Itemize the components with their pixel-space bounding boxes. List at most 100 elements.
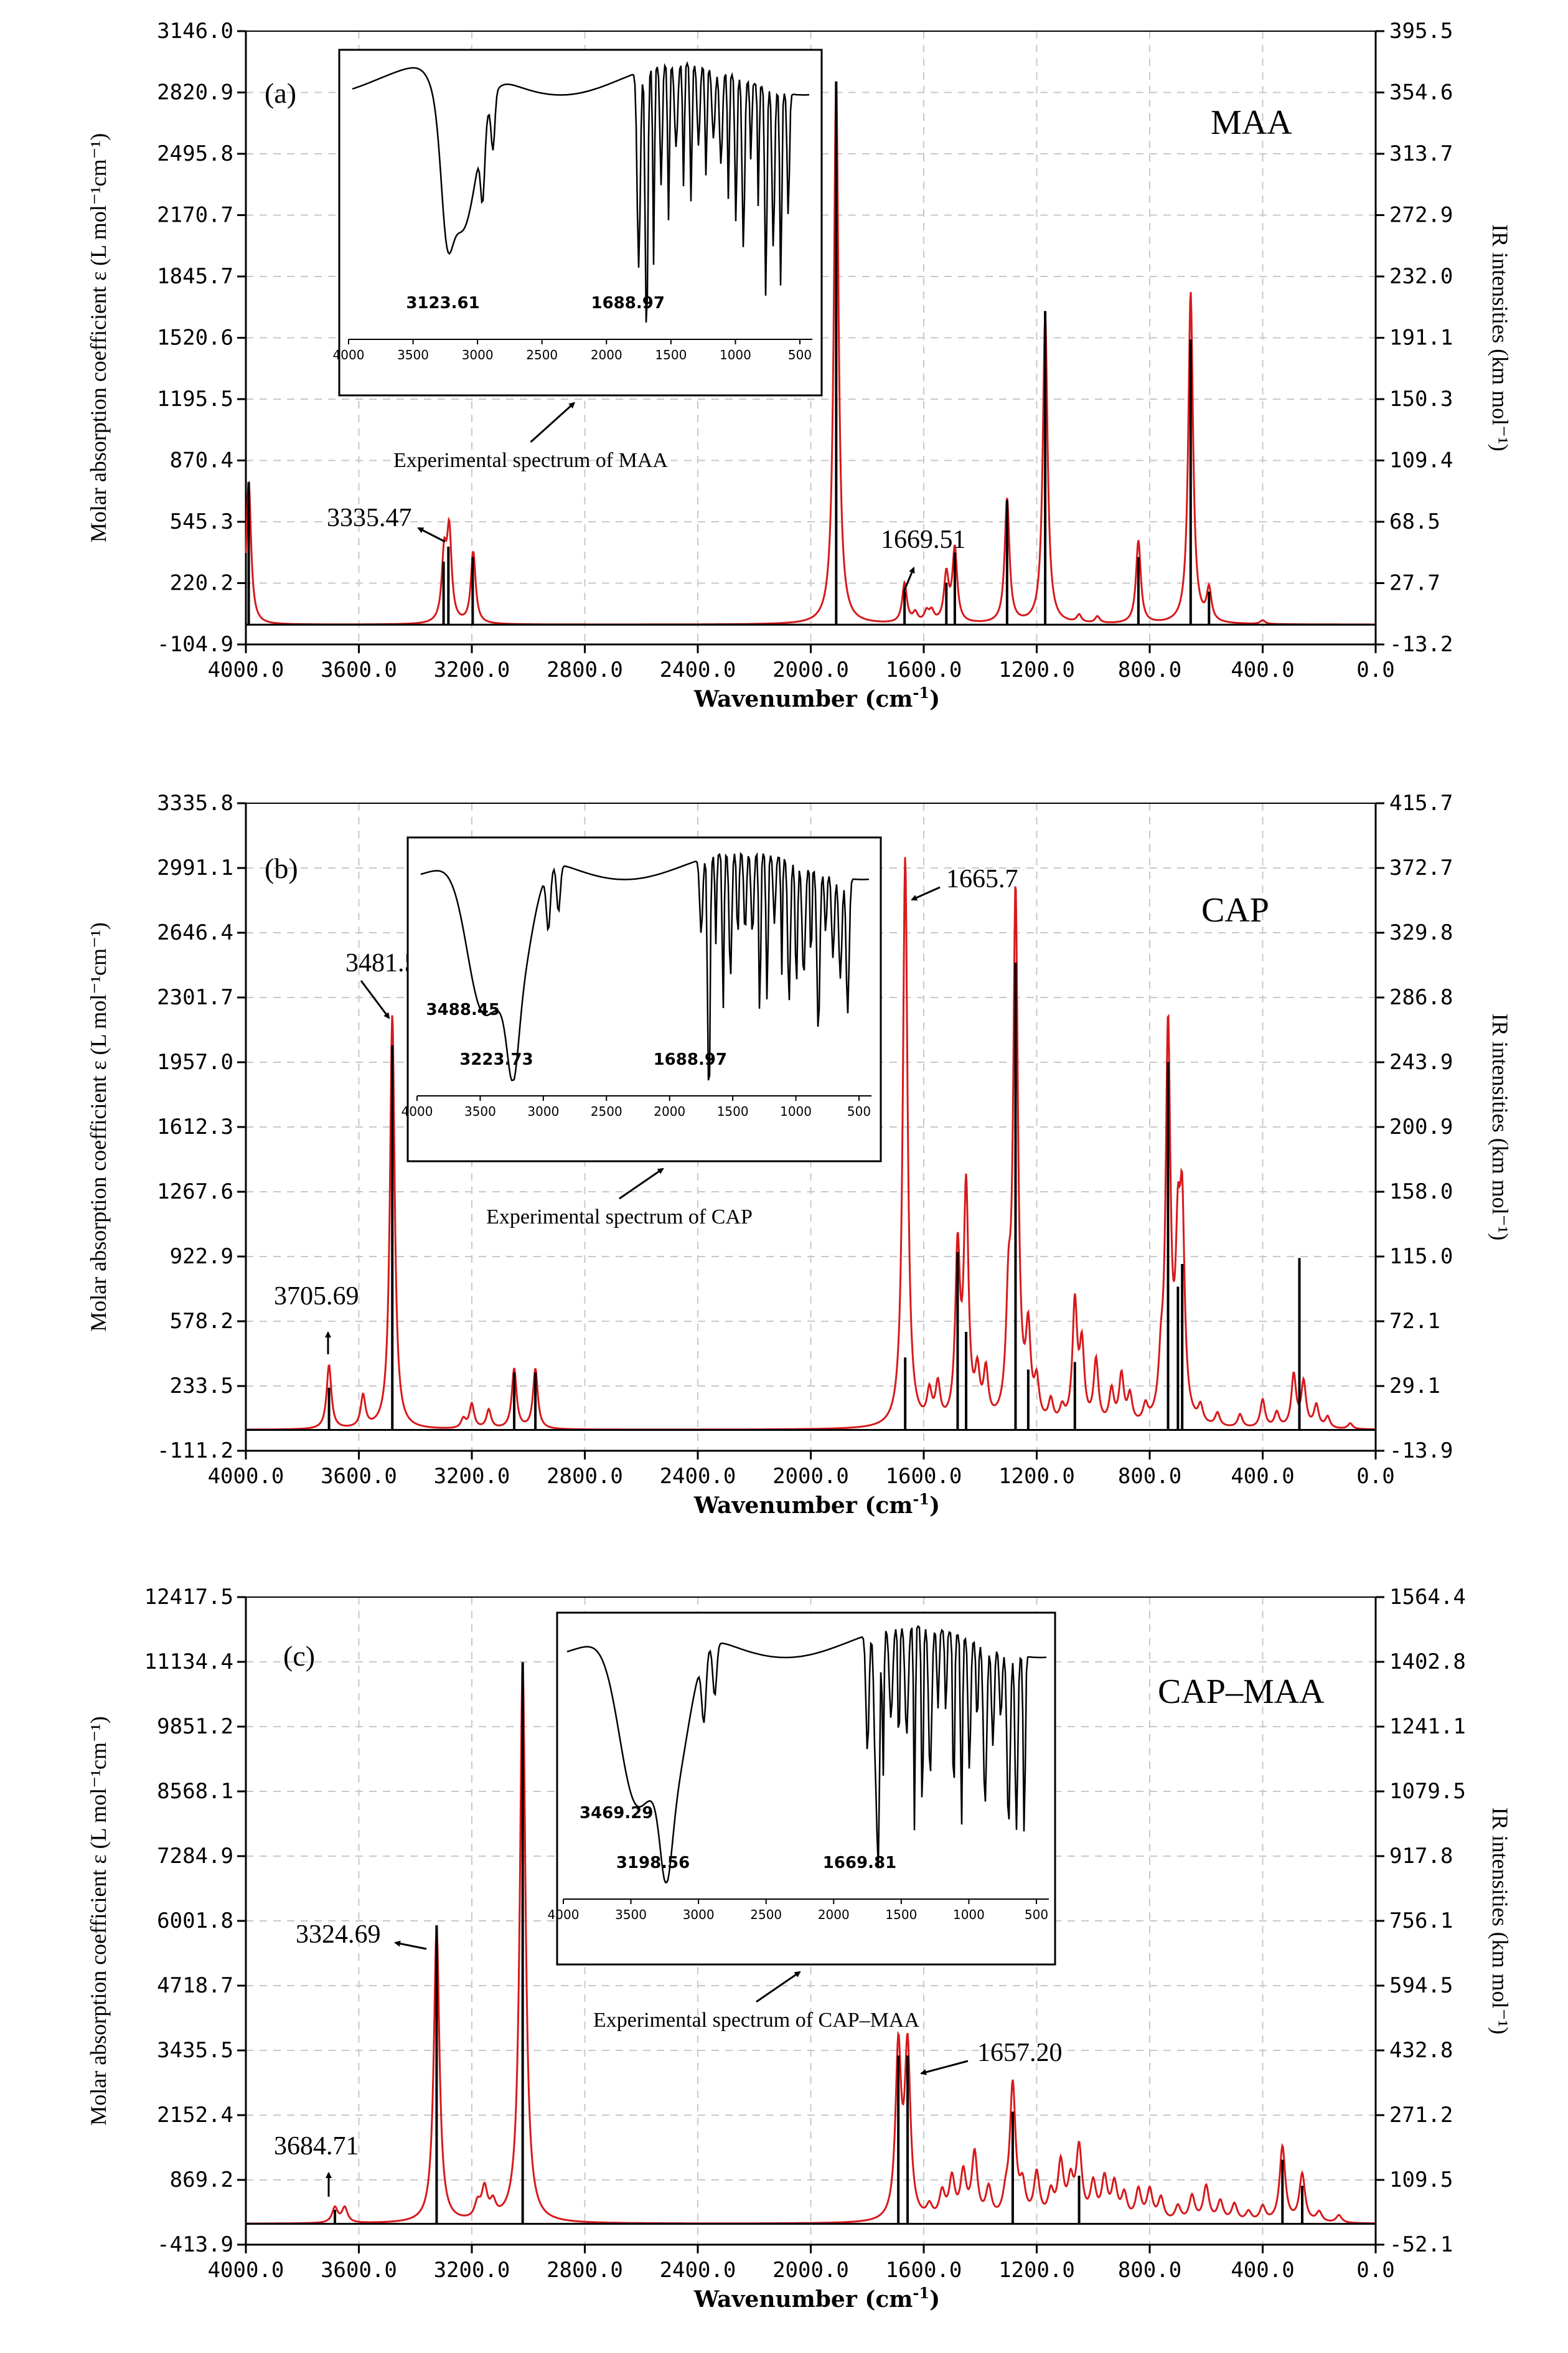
y-right-tick-label: 109.4 — [1389, 448, 1453, 473]
molecule-name: CAP — [1201, 891, 1269, 930]
y-right-tick-label: 1241.1 — [1389, 1714, 1466, 1739]
panel-label: (c) — [283, 1640, 315, 1672]
x-tick-label: 1600.0 — [886, 2258, 962, 2283]
inset-tick-label: 2500 — [526, 347, 558, 362]
peak-annotation-label: 3684.71 — [274, 2132, 359, 2161]
y-right-tick-label: 150.3 — [1389, 387, 1453, 412]
x-axis-title-superscript: -1 — [913, 1490, 929, 1508]
y-right-tick-label: 29.1 — [1389, 1374, 1440, 1398]
y-left-tick-label: 2301.7 — [157, 985, 233, 1010]
y-left-tick-label: 2820.9 — [157, 80, 233, 105]
inset-peak-label: 3223.73 — [459, 1050, 533, 1069]
x-tick-label: 2400.0 — [660, 658, 736, 682]
y-left-tick-label: 3435.5 — [157, 2038, 233, 2063]
x-axis-title-text: Wavenumber (cm — [693, 2286, 913, 2313]
x-axis-title-superscript: -1 — [913, 2284, 929, 2302]
x-tick-label: 0.0 — [1356, 2258, 1394, 2283]
inset-tick-label: 1000 — [720, 347, 751, 362]
y-left-tick-label: 220.2 — [170, 571, 233, 596]
y-right-tick-label: 271.2 — [1389, 2103, 1453, 2128]
y-right-tick-label: 1079.5 — [1389, 1779, 1466, 1804]
y-left-tick-label: -413.9 — [157, 2232, 233, 2257]
peak-annotation-label: 3324.69 — [296, 1920, 381, 1949]
x-tick-label: 0.0 — [1356, 1464, 1394, 1489]
x-tick-label: 2800.0 — [547, 1464, 623, 1489]
x-tick-label: 3200.0 — [434, 658, 510, 682]
x-tick-label: 4000.0 — [208, 1464, 284, 1489]
y-left-tick-label: 1195.5 — [157, 387, 233, 412]
panel-label: (a) — [265, 77, 296, 109]
inset-tick-label: 3500 — [615, 1907, 647, 1922]
y-left-tick-label: 2152.4 — [157, 2103, 233, 2128]
y-right-tick-label: 432.8 — [1389, 2038, 1453, 2063]
experimental-spectrum-curve — [420, 852, 870, 1082]
y-left-tick-label: 6001.8 — [157, 1908, 233, 1933]
x-tick-label: 3600.0 — [321, 658, 397, 682]
inset-tick-label: 3000 — [683, 1907, 715, 1922]
x-tick-label: 2400.0 — [660, 2258, 736, 2283]
y-right-tick-label: 415.7 — [1389, 791, 1453, 816]
peak-annotation-label: 3705.69 — [274, 1282, 359, 1311]
inset-tick-label: 3000 — [527, 1104, 559, 1119]
inset-peak-label: 3469.29 — [580, 1804, 653, 1823]
y-left-tick-label: 870.4 — [170, 448, 233, 473]
y-right-tick-label: -52.1 — [1389, 2232, 1453, 2257]
x-axis-title: Wavenumber (cm-1) — [693, 684, 940, 712]
y-right-tick-label: -13.2 — [1389, 632, 1453, 657]
y-right-tick-label: 756.1 — [1389, 1908, 1453, 1933]
molecule-name: CAP–MAA — [1158, 1672, 1325, 1711]
y-left-tick-label: 7284.9 — [157, 1844, 233, 1869]
y-left-tick-label: 8568.1 — [157, 1779, 233, 1804]
y-left-tick-label: 2170.7 — [157, 203, 233, 228]
x-axis-title: Wavenumber (cm-1) — [693, 1490, 940, 1519]
inset-tick-label: 2000 — [591, 347, 622, 362]
y-right-tick-label: 917.8 — [1389, 1844, 1453, 1869]
inset-tick-label: 3500 — [464, 1104, 496, 1119]
y-left-tick-label: 1845.7 — [157, 264, 233, 289]
inset-tick-label: 500 — [847, 1104, 871, 1119]
inset-caption: Experimental spectrum of CAP — [486, 1205, 753, 1228]
x-tick-label: 400.0 — [1231, 2258, 1294, 2283]
y-right-tick-label: 232.0 — [1389, 264, 1453, 289]
y-left-tick-label: 922.9 — [170, 1244, 233, 1269]
inset-tick-label: 1500 — [717, 1104, 749, 1119]
panel-1: 4000.0 3600.0 3200.0 2800.0 2400.0 2000.0 1600… — [86, 19, 1513, 712]
y-right-tick-label: 1564.4 — [1389, 1585, 1466, 1610]
inset-tick-label: 4000 — [548, 1907, 580, 1922]
inset-tick-label: 3000 — [462, 347, 494, 362]
inset-caption-arrow — [530, 402, 575, 443]
x-tick-label: 3600.0 — [321, 1464, 397, 1489]
inset-tick-label: 4000 — [333, 347, 365, 362]
y-right-tick-label: 68.5 — [1389, 509, 1440, 534]
inset-peak-label: 3488.45 — [426, 1001, 500, 1019]
inset-peak-label: 3198.56 — [616, 1854, 690, 1872]
y-right-tick-label: 354.6 — [1389, 80, 1453, 105]
y-right-tick-label: 272.9 — [1389, 203, 1453, 228]
y-left-axis-title: Molar absorption coefficient ε (L mol⁻¹c… — [86, 922, 111, 1332]
theoretical-spectrum-line — [245, 83, 1376, 626]
x-tick-label: 1200.0 — [998, 1464, 1075, 1489]
inset-frame — [406, 836, 882, 1162]
inset-peak-label: 1669.81 — [823, 1854, 896, 1872]
y-left-tick-label: 1612.3 — [157, 1115, 233, 1139]
y-right-tick-label: 158.0 — [1389, 1179, 1453, 1204]
y-right-tick-label: 243.9 — [1389, 1050, 1453, 1075]
annotation-arrow — [911, 886, 941, 901]
inset-caption-arrow — [756, 1971, 801, 2003]
y-right-tick-label: -13.9 — [1389, 1438, 1453, 1463]
x-tick-label: 3200.0 — [434, 1464, 510, 1489]
y-left-tick-label: 2646.4 — [157, 920, 233, 945]
y-left-axis-title: Molar absorption coefficient ε (L mol⁻¹c… — [86, 1716, 111, 2126]
inset-tick-label: 500 — [1025, 1907, 1048, 1922]
x-tick-label: 800.0 — [1118, 2258, 1181, 2283]
annotation-arrow — [360, 980, 390, 1019]
y-left-tick-label: 3335.8 — [157, 791, 233, 816]
y-left-tick-label: 233.5 — [170, 1374, 233, 1398]
x-tick-label: 800.0 — [1118, 658, 1181, 682]
peak-annotation-label: 1665.7 — [946, 865, 1018, 894]
y-left-tick-label: 1957.0 — [157, 1050, 233, 1075]
peak-annotation-label: 3335.47 — [327, 504, 412, 532]
y-right-tick-label: 329.8 — [1389, 920, 1453, 945]
x-tick-label: 4000.0 — [208, 2258, 284, 2283]
